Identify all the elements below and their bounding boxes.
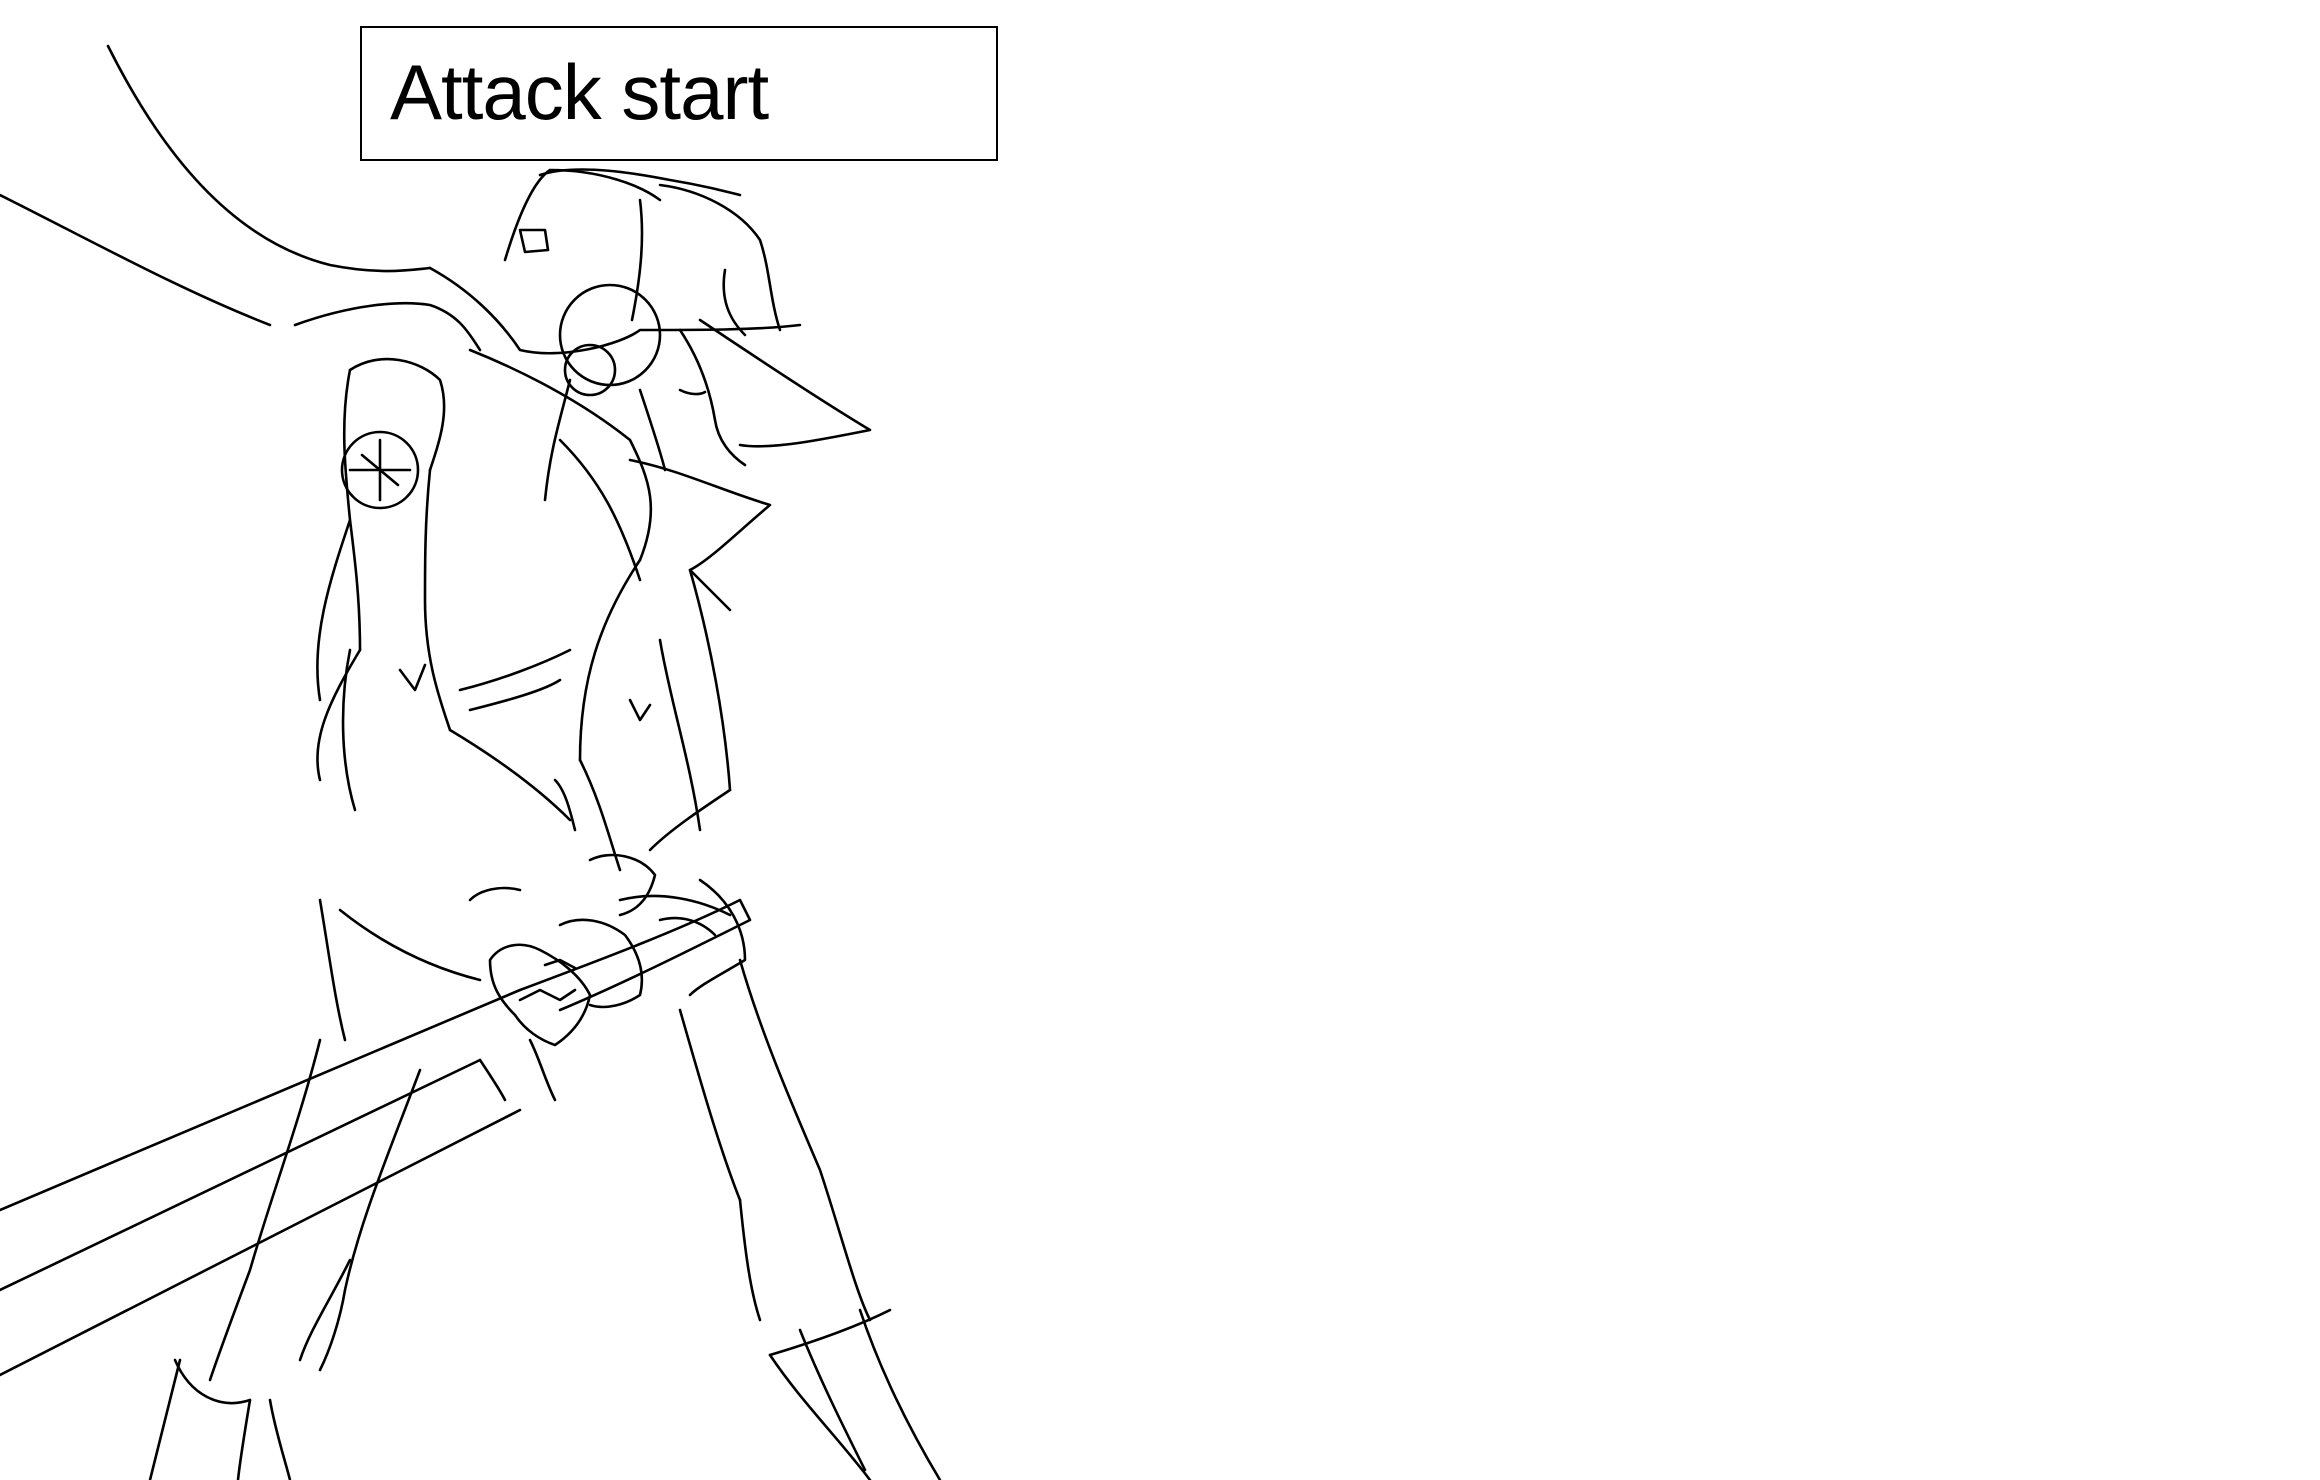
arm-back <box>316 648 362 782</box>
forearm-left <box>448 728 572 822</box>
cape-line-lower <box>0 193 272 327</box>
sleeve-back <box>342 368 362 652</box>
hat-crown-right <box>658 183 782 332</box>
hat-brim-front <box>698 318 872 448</box>
emblem-circle <box>340 430 420 510</box>
boot-left-back <box>236 1398 252 1480</box>
boot-right-front <box>858 1308 942 1480</box>
collar-right <box>628 458 772 612</box>
hand-left <box>488 943 592 1047</box>
collar-left <box>468 348 653 562</box>
face-line <box>678 328 747 467</box>
skirt-ruffle <box>658 916 717 937</box>
boot-right-top <box>768 1308 892 1357</box>
leg-right-inner <box>678 1008 742 1202</box>
coat-right-edge <box>688 568 732 792</box>
shin-right <box>738 1198 762 1322</box>
coat-pocket-1 <box>458 648 572 692</box>
forearm-right <box>578 758 622 872</box>
leg-left-outer <box>208 1038 322 1382</box>
hand-right <box>558 918 644 1009</box>
hat-crown-left <box>503 168 662 262</box>
wrist-back <box>468 886 522 902</box>
sword-edge-top <box>0 988 522 1212</box>
sleeve-inner <box>423 468 452 732</box>
hair-strand-1 <box>543 378 572 502</box>
cape-line-upper <box>106 44 432 273</box>
cape-line-mid <box>293 301 482 352</box>
lapel <box>558 438 642 582</box>
boot-right-back <box>768 1353 872 1480</box>
fingers <box>518 988 577 1002</box>
coat-inner-right <box>658 638 702 832</box>
knee-left <box>298 1258 352 1362</box>
boot-left-side <box>148 1358 182 1480</box>
hand-bottom <box>528 1038 557 1102</box>
knuckles <box>543 958 577 970</box>
coat-hem-right <box>648 788 732 852</box>
hat-band <box>630 198 644 322</box>
hat-tab <box>518 228 550 254</box>
caption-text: Attack start <box>390 48 769 136</box>
caption-box: Attack start <box>360 26 998 161</box>
sword-guard <box>478 1058 507 1102</box>
ear-muff <box>558 283 662 387</box>
coat-front <box>578 558 642 762</box>
skirt-hem <box>338 908 482 982</box>
boot-left-front <box>268 1398 292 1480</box>
hat-back-brim <box>722 268 747 337</box>
ear-muff-inner <box>563 343 617 397</box>
leg-right-outer <box>738 958 872 1322</box>
hat-top <box>538 168 742 197</box>
coat-left-edge <box>341 648 357 812</box>
shoulder <box>348 357 446 472</box>
skirt-left <box>318 898 347 1042</box>
emblem-cross-d <box>360 453 400 487</box>
coat-check-2 <box>628 698 652 722</box>
cuff-right <box>588 853 657 917</box>
sword-hilt <box>518 898 752 1012</box>
wrist-cuff-left <box>553 778 577 832</box>
coat-check-1 <box>398 663 427 692</box>
leg-left-inner <box>318 1068 422 1372</box>
blade-glint <box>618 894 732 917</box>
sword-edge-bottom <box>0 1058 482 1292</box>
coat-pocket-2 <box>468 678 562 712</box>
boot-left-top <box>173 1358 252 1405</box>
sword-edge-lower <box>0 1108 522 1377</box>
eye <box>678 388 707 396</box>
skirt-right <box>688 878 747 997</box>
torso-side <box>316 518 352 702</box>
hat-brim <box>428 266 802 355</box>
hair-strand-2 <box>638 388 667 472</box>
boot-right-mid <box>798 1328 867 1472</box>
